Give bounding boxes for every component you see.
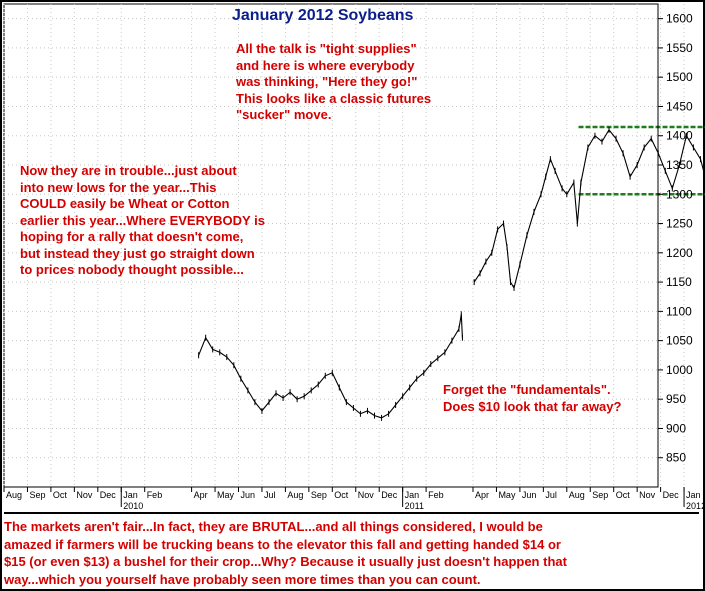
y-tick-label: 1100	[666, 304, 692, 318]
x-tick-label: Jul	[264, 490, 276, 500]
y-tick-label: 900	[666, 421, 686, 435]
x-tick-label: Nov	[639, 490, 656, 500]
x-tick-label: Jan	[686, 490, 701, 500]
y-tick-label: 1550	[666, 41, 693, 55]
y-tick-label: 1150	[666, 275, 692, 289]
x-tick-label: Apr	[194, 490, 208, 500]
grid-layer	[3, 4, 685, 487]
x-tick-label: Oct	[616, 490, 631, 500]
y-tick-label: 1600	[666, 12, 693, 26]
x-tick-label: Feb	[147, 490, 163, 500]
y-tick-label: 1400	[666, 129, 693, 143]
y-tick-label: 1300	[666, 187, 693, 201]
price-line	[198, 128, 705, 419]
x-tick-label: Sep	[29, 490, 45, 500]
x-tick-label: Jan	[405, 490, 420, 500]
y-tick-label: 1200	[666, 246, 693, 260]
y-tick-label: 1350	[666, 158, 693, 172]
x-tick-label: Jun	[241, 490, 256, 500]
annotation-left: Now they are in trouble...just about int…	[20, 163, 265, 277]
y-tick-label: 1000	[666, 363, 693, 377]
annotation-right: Forget the "fundamentals". Does $10 look…	[443, 382, 622, 414]
x-tick-label: Dec	[100, 490, 117, 500]
x-axis: Aug Sep Oct Nov Dec Jan Feb Apr May Jun Jul Aug Sep O…	[3, 486, 705, 511]
x-tick-label: Dec	[663, 490, 680, 500]
x-tick-label: Nov	[76, 490, 93, 500]
y-axis: 850 900 950 1000 1050 1100 1150 1200 1250 1300 135…	[657, 4, 693, 487]
x-tick-label: Feb	[428, 490, 444, 500]
x-tick-label: Aug	[569, 490, 585, 500]
year-label: 2011	[405, 501, 424, 511]
year-label: 2012	[686, 501, 705, 511]
y-tick-label: 1050	[666, 334, 693, 348]
chart-title: January 2012 Soybeans	[232, 7, 414, 24]
range-lines	[578, 125, 705, 196]
y-tick-label: 850	[666, 451, 686, 465]
x-tick-label: Apr	[475, 490, 489, 500]
y-tick-label: 1250	[666, 217, 693, 231]
x-tick-label: Aug	[287, 490, 303, 500]
x-tick-label: Dec	[381, 490, 398, 500]
plot-area	[3, 3, 659, 488]
x-tick-label: Jan	[123, 490, 138, 500]
x-tick-label: Oct	[53, 490, 68, 500]
x-tick-label: Nov	[358, 490, 375, 500]
y-tick-label: 1450	[666, 99, 693, 113]
x-tick-label: Sep	[311, 490, 327, 500]
year-label: 2010	[123, 501, 143, 511]
x-tick-label: Jun	[522, 490, 537, 500]
x-tick-label: Jul	[545, 490, 557, 500]
x-tick-label: May	[217, 490, 235, 500]
x-tick-label: Sep	[592, 490, 608, 500]
x-tick-label: Aug	[6, 490, 22, 500]
footer-commentary: The markets aren't fair...In fact, they …	[4, 512, 699, 588]
y-tick-label: 950	[666, 392, 686, 406]
price-series	[198, 126, 705, 421]
x-tick-label: May	[498, 490, 516, 500]
annotation-top: All the talk is "tight supplies" and her…	[236, 41, 432, 122]
y-tick-label: 1500	[666, 70, 693, 84]
x-tick-label: Oct	[334, 490, 349, 500]
